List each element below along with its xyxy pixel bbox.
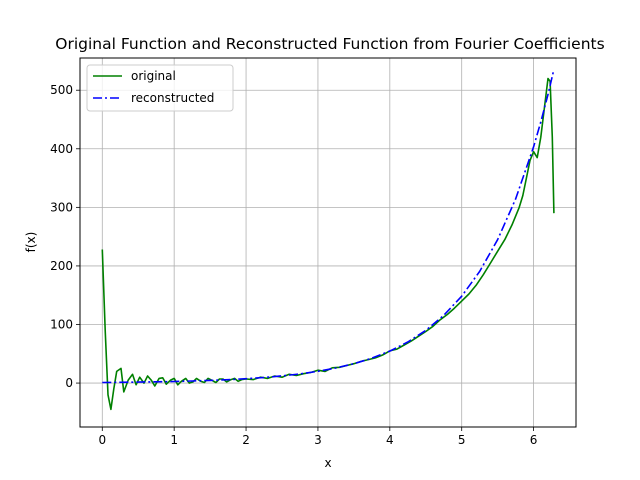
y-tick-label: 500 <box>50 83 73 97</box>
x-ticks: 0 1 2 3 4 5 6 <box>98 427 537 447</box>
series-line-original <box>101 77 555 411</box>
plot-frame <box>79 57 577 428</box>
y-ticks: 0 100 200 300 400 500 <box>50 83 80 390</box>
x-tick-label: 4 <box>386 433 394 447</box>
y-tick-label: 200 <box>50 259 73 273</box>
y-tick-label: 100 <box>50 318 73 332</box>
y-tick-label: 0 <box>65 376 73 390</box>
legend: original reconstructed <box>86 64 234 112</box>
x-tick-label: 2 <box>242 433 250 447</box>
y-tick-label: 400 <box>50 142 73 156</box>
legend-label-reconstructed: reconstructed <box>131 91 214 105</box>
series-layer <box>101 69 555 411</box>
series-line-reconstructed <box>102 69 555 384</box>
x-tick-label: 3 <box>314 433 322 447</box>
x-tick-label: 6 <box>530 433 538 447</box>
legend-box <box>86 64 234 112</box>
chart-title: Original Function and Reconstructed Func… <box>55 35 604 53</box>
y-axis-label: f(x) <box>24 232 38 253</box>
legend-label-original: original <box>131 69 176 83</box>
x-tick-label: 5 <box>458 433 466 447</box>
grid <box>80 58 576 427</box>
x-tick-label: 1 <box>170 433 178 447</box>
x-tick-label: 0 <box>98 433 106 447</box>
y-tick-label: 300 <box>50 200 73 214</box>
x-axis-label: x <box>324 456 331 470</box>
